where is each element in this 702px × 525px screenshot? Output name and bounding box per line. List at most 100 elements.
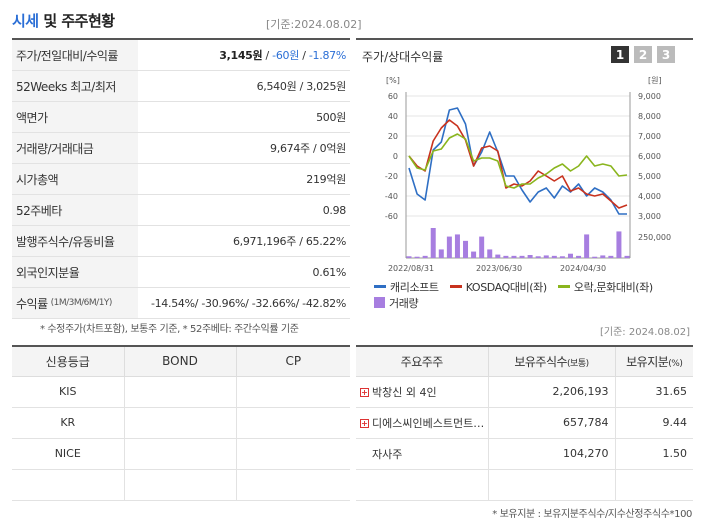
volume-bar <box>543 255 549 258</box>
holders-header-row: 주요주주 보유주식수(보통) 보유지분(%) <box>356 346 693 377</box>
holder-shares: 2,206,193 <box>487 376 615 408</box>
table-row: KR <box>12 407 350 439</box>
volume-bar <box>406 256 412 258</box>
volume-bar <box>584 234 590 258</box>
cp-cell <box>235 376 350 408</box>
legend-label: 거래량 <box>389 296 419 310</box>
cp-cell <box>235 407 350 439</box>
cp-cell <box>235 469 350 501</box>
x-tick-label: 2024/04/30 <box>560 264 606 273</box>
bond-cell <box>123 469 236 501</box>
credit-header-row: 신용등급 BOND CP <box>12 346 350 377</box>
chart-page-1-button[interactable]: 1 <box>611 46 629 63</box>
chart-page-3-button[interactable]: 3 <box>657 46 675 63</box>
volume-bar <box>616 231 622 258</box>
right-tick-label: 5,000 <box>638 172 661 181</box>
left-tick-label: 0 <box>393 152 398 161</box>
stats-value: 9,674주 / 0억원 <box>270 142 346 155</box>
volume-bar <box>624 255 630 258</box>
holder-name-cell[interactable]: + 디에스씨인베스트먼트… <box>356 407 488 439</box>
volume-bar <box>535 256 541 258</box>
chart-base-date: [기준: 2024.08.02] <box>600 327 691 338</box>
stats-row-beta: 52주베타 0.98 <box>12 195 350 226</box>
chart-page-2-button[interactable]: 2 <box>634 46 652 63</box>
holder-percent: 31.65 <box>614 376 693 408</box>
holder-name[interactable]: 디에스씨인베스트먼트… <box>372 416 485 430</box>
series-line-2 <box>408 133 628 189</box>
holder-shares: 104,270 <box>487 438 615 470</box>
left-axis-label: [%] <box>386 76 400 85</box>
holder-name-cell: 자사주 <box>356 438 488 470</box>
holder-name[interactable]: 박창신 외 4인 <box>372 385 437 399</box>
legend-item: 캐리소프트 <box>374 279 439 295</box>
left-tick-label: 20 <box>388 132 398 141</box>
table-row: 자사주 104,270 1.50 <box>356 438 693 470</box>
legend-swatch <box>374 285 386 288</box>
volume-bar <box>527 255 533 258</box>
left-tick-label: -40 <box>385 192 398 201</box>
volume-bar <box>608 255 614 258</box>
table-row: + 박창신 외 4인 2,206,193 31.65 <box>356 376 693 408</box>
holders-header: 주요주주 <box>356 346 488 377</box>
stats-label: 주가/전일대비/수익률 <box>12 40 138 70</box>
volume-bar <box>559 256 565 258</box>
volume-bar <box>495 254 501 258</box>
rate-value: -1.87% <box>308 49 346 62</box>
stats-row-volume: 거래량/거래대금 9,674주 / 0억원 <box>12 133 350 164</box>
holder-shares <box>487 469 615 501</box>
stats-value: 0.61% <box>312 265 347 279</box>
bond-cell <box>123 376 236 408</box>
volume-bar <box>511 255 517 258</box>
credit-header: CP <box>235 346 350 377</box>
volume-bar <box>446 236 452 258</box>
volume-bar <box>479 236 485 258</box>
holders-header: 보유주식수(보통) <box>487 346 615 377</box>
table-row: + 디에스씨인베스트먼트… 657,784 9.44 <box>356 407 693 439</box>
stats-value: 6,971,196주 / 65.22% <box>232 235 346 248</box>
holders-header-main: 보유주식수 <box>514 354 568 369</box>
chart-title: 주가/상대수익률 <box>362 50 444 64</box>
stats-label: 52주베타 <box>12 195 138 225</box>
stats-value: 500원 <box>316 111 346 124</box>
legend-swatch <box>449 285 462 288</box>
legend-item: 거래량 <box>374 295 419 311</box>
table-row: NICE <box>12 438 350 470</box>
holder-name-cell[interactable]: + 박창신 외 4인 <box>356 376 488 408</box>
legend-item: 오락,문화대비(좌) <box>557 279 653 295</box>
page-title: 시세 및 주주현황 <box>12 10 115 31</box>
stats-value: 6,540원 / 3,025원 <box>256 80 347 93</box>
holders-header: 보유지분(%) <box>614 346 693 377</box>
right-tick-label: 4,000 <box>638 192 661 201</box>
holders-header-sub: (보통) <box>567 358 589 369</box>
title-rest: 및 주주현황 <box>43 12 115 30</box>
volume-bar <box>471 251 477 258</box>
relative-return-chart: [%] [원] 60 40 20 0 -20 -40 -60 9,000 8,000 7,000 6,0… <box>385 76 671 273</box>
volume-bar <box>454 234 460 258</box>
volume-bar <box>600 255 606 258</box>
chart-pager: 1 2 3 <box>606 46 675 63</box>
stats-value: 0.98 <box>322 203 347 217</box>
expand-plus-icon[interactable]: + <box>360 388 369 397</box>
stats-label: 시가총액 <box>12 164 138 194</box>
stats-row-52weeks: 52Weeks 최고/최저 6,540원 / 3,025원 <box>12 71 350 102</box>
volume-bar <box>422 255 428 258</box>
holder-percent: 1.50 <box>614 438 693 470</box>
chart-panel: 주가/상대수익률 1 2 3 [%] [원] 60 40 20 0 -20 -40 -60 9,0… <box>356 38 693 313</box>
stats-value: 219억원 <box>306 173 346 186</box>
legend-label: 캐리소프트 <box>390 280 439 294</box>
volume-bar <box>592 256 598 258</box>
left-tick-label: 40 <box>388 112 398 121</box>
title-accent: 시세 <box>12 12 39 30</box>
right-tick-label: 8,000 <box>638 112 661 121</box>
stats-table: 주가/전일대비/수익률 3,145원 / -60원 / -1.87% 52Wee… <box>12 38 350 319</box>
change-value: -60원 <box>272 49 300 62</box>
expand-plus-icon[interactable]: + <box>360 419 369 428</box>
x-tick-label: 2023/06/30 <box>476 264 522 273</box>
right-tick-label: 3,000 <box>638 212 661 221</box>
legend-swatch <box>374 297 385 308</box>
left-tick-label: -60 <box>385 212 398 221</box>
stats-row-par-value: 액면가 500원 <box>12 102 350 133</box>
stats-label: 수익률 (1M/3M/6M/1Y) <box>12 288 138 318</box>
volume-bar <box>576 255 582 258</box>
credit-header: BOND <box>123 346 236 377</box>
